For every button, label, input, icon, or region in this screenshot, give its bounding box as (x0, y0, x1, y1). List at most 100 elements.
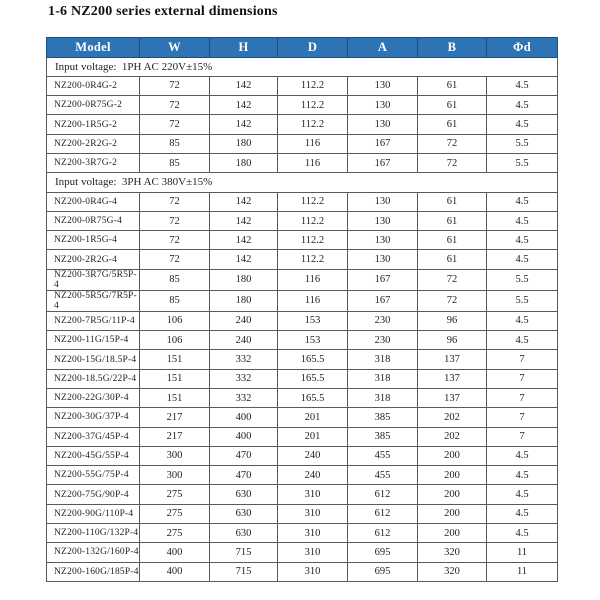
dimension-cell: 240 (209, 310, 278, 332)
dimension-cell: 61 (417, 114, 487, 135)
dimension-cell: 400 (209, 426, 278, 447)
dimension-cell: 130 (347, 249, 418, 270)
dimension-cell: 5.5 (486, 152, 558, 174)
dimension-cell: 167 (347, 133, 418, 154)
dimension-cell: 400 (209, 407, 278, 428)
dimension-cell: 695 (347, 561, 418, 582)
dimension-cell: 142 (209, 95, 278, 116)
dimension-cell: 72 (417, 152, 487, 174)
dimension-cell: 715 (209, 561, 278, 582)
dimension-cell: 715 (209, 542, 278, 563)
dimension-cell: 96 (417, 310, 487, 332)
dimension-cell: 85 (139, 152, 210, 174)
dimension-cell: 130 (347, 230, 418, 251)
dimension-cell: 4.5 (486, 191, 558, 212)
table-row: NZ200-1R5G-4 72 142 112.2 130 61 4.5 (46, 230, 558, 251)
table-row: NZ200-15G/18.5P-4 151 332 165.5 318 137 7 (46, 349, 558, 370)
dimension-cell: 180 (209, 289, 278, 312)
dimension-cell: 142 (209, 75, 278, 97)
dimension-cell: 230 (347, 330, 418, 351)
table-row: NZ200-132G/160P-4 400 715 310 695 320 11 (46, 542, 558, 563)
table-row: NZ200-3R7G/5R5P-4 85 180 116 167 72 5.5 (46, 268, 558, 291)
table-body: Input voltage: 1PH AC 220V±15% NZ200-0R4G… (46, 56, 558, 582)
dimension-cell: 137 (417, 349, 487, 370)
model-cell: NZ200-0R4G-4 (46, 191, 140, 212)
dimension-cell: 180 (209, 133, 278, 154)
dimension-cell: 61 (417, 191, 487, 212)
dimension-cell: 200 (417, 484, 487, 505)
dimension-cell: 470 (209, 465, 278, 486)
table-row: NZ200-11G/15P-4 106 240 153 230 96 4.5 (46, 330, 558, 351)
section-row: Input voltage: 3PH AC 380V±15% (46, 172, 558, 193)
dimension-cell: 275 (139, 503, 210, 525)
dimension-cell: 153 (277, 310, 348, 332)
dimension-cell: 130 (347, 210, 418, 232)
dimension-cell: 200 (417, 445, 487, 467)
dimension-cell: 167 (347, 289, 418, 312)
dimension-cell: 85 (139, 133, 210, 154)
model-cell: NZ200-5R5G/7R5P-4 (46, 289, 140, 312)
model-cell: NZ200-30G/37P-4 (46, 407, 140, 428)
dimension-cell: 7 (486, 407, 558, 428)
dimension-cell: 72 (139, 114, 210, 135)
dimension-cell: 240 (277, 445, 348, 467)
table-header: Model W H D A B Φd (46, 37, 558, 58)
dimension-cell: 137 (417, 387, 487, 409)
table-row: NZ200-22G/30P-4 151 332 165.5 318 137 7 (46, 387, 558, 409)
dimension-cell: 201 (277, 407, 348, 428)
model-cell: NZ200-11G/15P-4 (46, 330, 140, 351)
dimension-cell: 116 (277, 268, 348, 291)
dimension-cell: 4.5 (486, 95, 558, 116)
dimension-cell: 630 (209, 503, 278, 525)
dimension-cell: 4.5 (486, 484, 558, 505)
dimension-cell: 455 (347, 445, 418, 467)
dimension-cell: 180 (209, 152, 278, 174)
dimension-cell: 5.5 (486, 133, 558, 154)
dimension-cell: 4.5 (486, 503, 558, 525)
dimension-cell: 7 (486, 426, 558, 447)
model-cell: NZ200-0R4G-2 (46, 75, 140, 97)
dimension-cell: 612 (347, 484, 418, 505)
dimension-cell: 142 (209, 210, 278, 232)
table-row: NZ200-2R2G-2 85 180 116 167 72 5.5 (46, 133, 558, 154)
column-header-phi-d: Φd (486, 37, 558, 58)
dimension-cell: 5.5 (486, 268, 558, 291)
dimension-cell: 165.5 (277, 368, 348, 389)
table-row: NZ200-1R5G-2 72 142 112.2 130 61 4.5 (46, 114, 558, 135)
dimension-cell: 310 (277, 484, 348, 505)
dimension-cell: 318 (347, 368, 418, 389)
dimension-cell: 142 (209, 114, 278, 135)
dimension-cell: 116 (277, 152, 348, 174)
dimension-cell: 4.5 (486, 523, 558, 544)
dimension-cell: 106 (139, 330, 210, 351)
model-cell: NZ200-90G/110P-4 (46, 503, 140, 525)
dimension-cell: 400 (139, 561, 210, 582)
dimension-cell: 695 (347, 542, 418, 563)
model-cell: NZ200-45G/55P-4 (46, 445, 140, 467)
dimension-cell: 130 (347, 75, 418, 97)
dimension-cell: 612 (347, 523, 418, 544)
model-cell: NZ200-37G/45P-4 (46, 426, 140, 447)
dimension-cell: 200 (417, 523, 487, 544)
dimension-cell: 142 (209, 230, 278, 251)
dimensions-table: Model W H D A B Φd Input voltage: 1PH AC 220V±… (46, 37, 558, 582)
dimension-cell: 230 (347, 310, 418, 332)
dimension-cell: 61 (417, 210, 487, 232)
dimension-cell: 4.5 (486, 465, 558, 486)
dimension-cell: 72 (139, 249, 210, 270)
page-title: 1-6 NZ200 series external dimensions (48, 4, 278, 19)
dimension-cell: 200 (417, 503, 487, 525)
table-row: NZ200-110G/132P-4 275 630 310 612 200 4.5 (46, 523, 558, 544)
section-label: Input voltage: 3PH AC 380V±15% (46, 172, 558, 193)
dimension-cell: 85 (139, 268, 210, 291)
dimension-cell: 165.5 (277, 349, 348, 370)
model-cell: NZ200-3R7G/5R5P-4 (46, 268, 140, 291)
model-cell: NZ200-18.5G/22P-4 (46, 368, 140, 389)
table-header-row: Model W H D A B Φd (46, 37, 558, 58)
dimension-cell: 400 (139, 542, 210, 563)
dimension-cell: 112.2 (277, 95, 348, 116)
table-row: NZ200-75G/90P-4 275 630 310 612 200 4.5 (46, 484, 558, 505)
dimension-cell: 72 (139, 210, 210, 232)
model-cell: NZ200-75G/90P-4 (46, 484, 140, 505)
